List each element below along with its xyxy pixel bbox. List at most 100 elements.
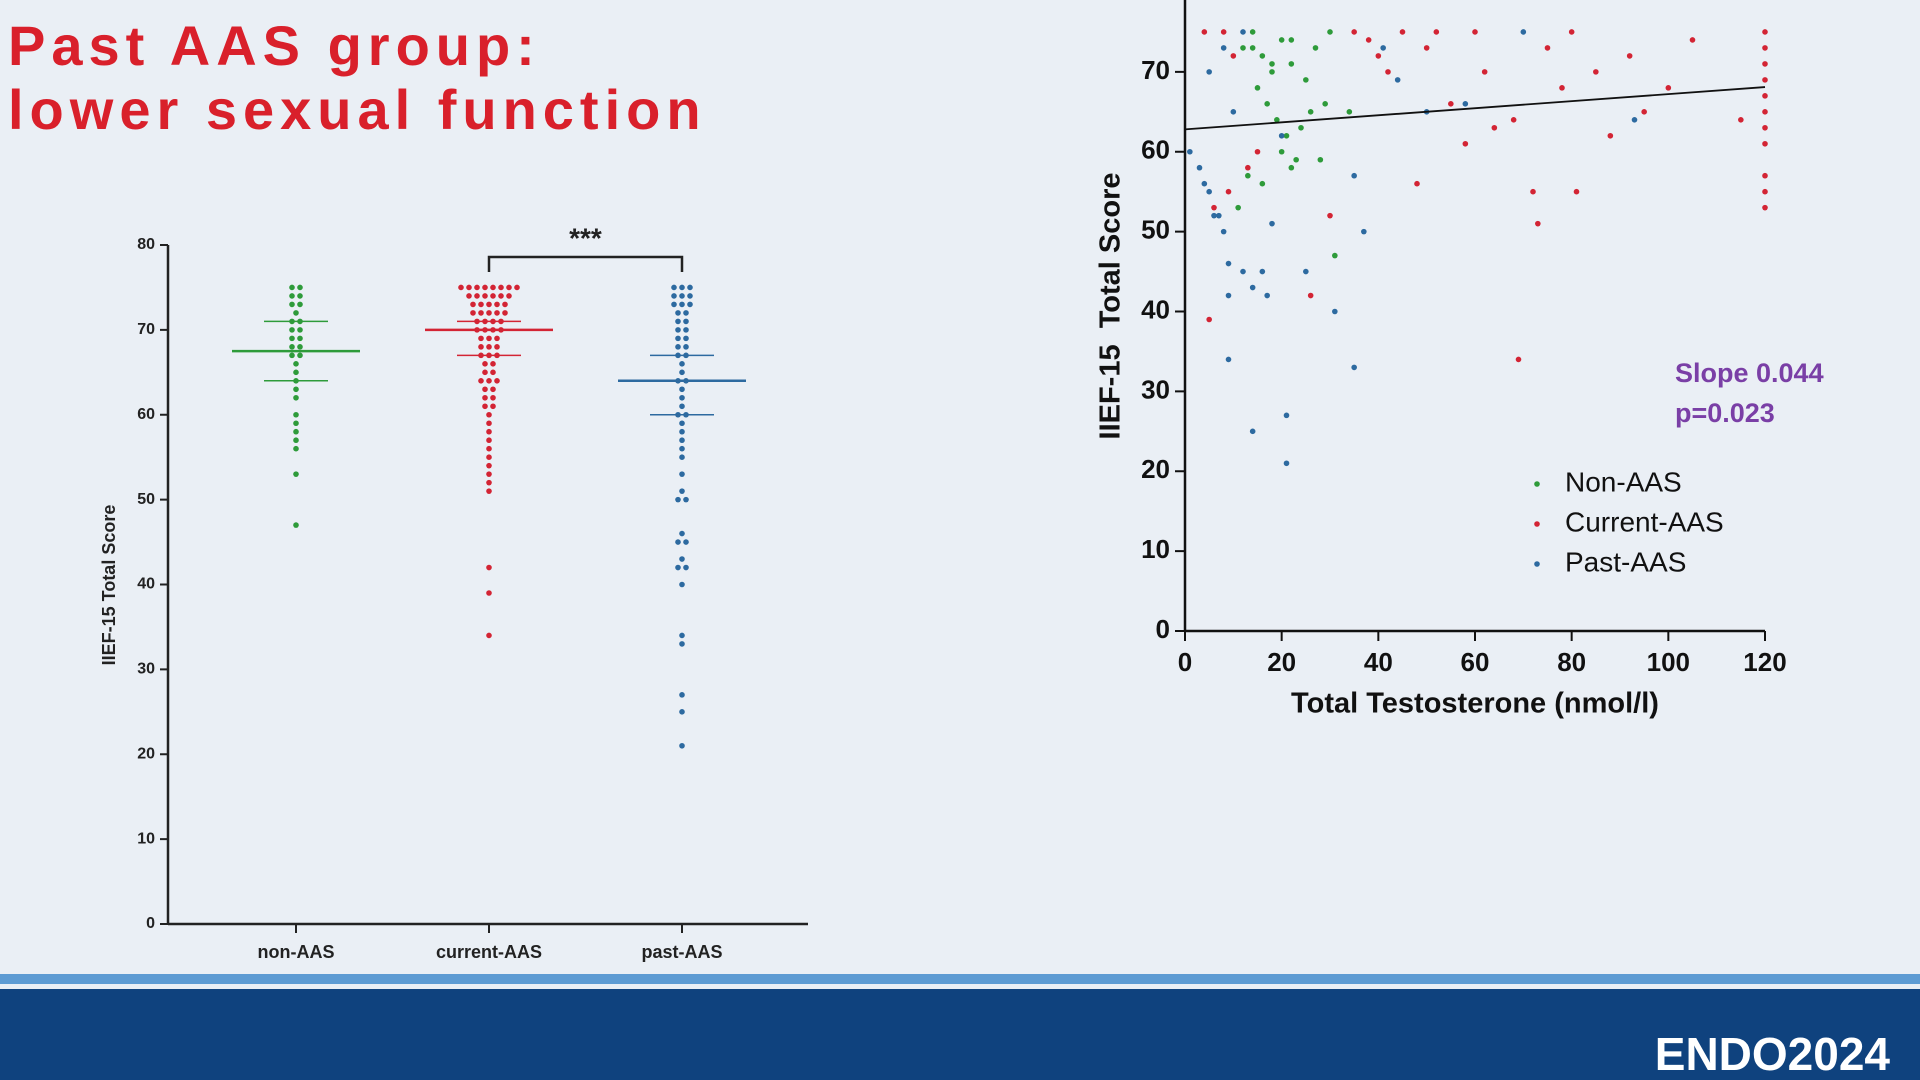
data-point bbox=[297, 293, 303, 299]
data-point bbox=[486, 344, 492, 350]
data-point bbox=[1510, 117, 1517, 123]
y-tick-label: 40 bbox=[1141, 294, 1170, 324]
data-point bbox=[1240, 268, 1246, 275]
x-tick-label: 20 bbox=[1267, 647, 1296, 677]
data-point bbox=[1201, 180, 1208, 187]
data-point bbox=[1283, 460, 1290, 467]
data-point bbox=[486, 420, 492, 427]
data-point bbox=[683, 344, 689, 350]
data-point bbox=[486, 445, 492, 452]
data-point bbox=[1641, 109, 1647, 115]
data-point bbox=[1423, 45, 1430, 51]
data-point bbox=[1307, 292, 1314, 299]
data-point bbox=[482, 284, 488, 291]
data-point bbox=[1322, 101, 1328, 107]
data-point bbox=[293, 437, 299, 444]
data-point bbox=[1288, 37, 1295, 43]
data-point bbox=[1351, 364, 1357, 371]
y-tick-label: 0 bbox=[146, 915, 155, 932]
data-point bbox=[482, 293, 488, 299]
y-tick-label: 30 bbox=[1141, 374, 1170, 404]
data-point bbox=[289, 352, 295, 359]
data-point bbox=[1544, 45, 1551, 51]
data-point bbox=[679, 742, 685, 749]
data-point bbox=[293, 471, 299, 477]
data-point bbox=[486, 437, 492, 444]
y-tick-label: 80 bbox=[137, 236, 155, 253]
data-point bbox=[486, 488, 492, 494]
y-tick-label: 10 bbox=[1141, 534, 1170, 564]
data-point bbox=[293, 411, 299, 418]
x-tick-label: 100 bbox=[1647, 647, 1690, 677]
data-point bbox=[478, 301, 484, 308]
data-point bbox=[490, 369, 496, 376]
data-point bbox=[675, 335, 681, 342]
slide-title: lower sexual function bbox=[8, 78, 707, 141]
data-point bbox=[1689, 37, 1696, 43]
data-point bbox=[675, 318, 681, 325]
data-point bbox=[494, 335, 500, 342]
data-point bbox=[478, 378, 484, 384]
data-point bbox=[679, 437, 685, 444]
data-point bbox=[679, 632, 685, 639]
data-point bbox=[293, 394, 299, 401]
data-point bbox=[1762, 188, 1768, 195]
data-point bbox=[1593, 69, 1599, 75]
data-point bbox=[1762, 204, 1768, 211]
data-point bbox=[683, 496, 689, 503]
data-point bbox=[1264, 292, 1270, 299]
data-point bbox=[679, 284, 685, 291]
significance-bracket bbox=[487, 255, 684, 272]
data-point bbox=[1399, 29, 1406, 35]
y-tick-label: 30 bbox=[137, 661, 155, 678]
data-point bbox=[1520, 29, 1527, 35]
data-point bbox=[474, 293, 480, 299]
y-tick-label: 80 bbox=[1141, 0, 1170, 5]
data-point bbox=[1278, 132, 1285, 139]
data-point bbox=[293, 420, 299, 427]
data-point bbox=[297, 352, 303, 359]
data-point bbox=[486, 564, 492, 571]
data-point bbox=[1249, 45, 1256, 51]
data-point bbox=[490, 386, 496, 393]
data-point bbox=[494, 310, 500, 316]
data-point bbox=[679, 709, 685, 715]
data-point bbox=[1206, 316, 1212, 323]
data-point bbox=[297, 284, 303, 291]
data-point bbox=[1762, 140, 1768, 147]
x-axis-label: Total Testosterone (nmol/l) bbox=[1291, 688, 1659, 720]
data-point bbox=[486, 428, 492, 435]
data-point bbox=[1235, 204, 1241, 211]
y-tick-label: 10 bbox=[137, 830, 155, 847]
data-point bbox=[687, 284, 693, 291]
data-point bbox=[482, 361, 488, 367]
data-point bbox=[486, 479, 492, 486]
data-point bbox=[1462, 101, 1469, 107]
footer-stripe bbox=[0, 974, 1920, 984]
data-point bbox=[1245, 164, 1251, 171]
data-point bbox=[1206, 188, 1212, 195]
y-axis-label: IIEF-15 Total Score bbox=[1095, 173, 1127, 440]
data-point bbox=[1346, 109, 1353, 115]
data-point bbox=[679, 361, 685, 367]
data-point bbox=[1361, 228, 1367, 235]
data-point bbox=[683, 564, 689, 571]
x-tick-label: non-AAS bbox=[258, 942, 335, 962]
data-point bbox=[1187, 148, 1193, 155]
data-point bbox=[494, 301, 500, 308]
data-point bbox=[293, 361, 299, 367]
data-point bbox=[474, 284, 480, 291]
data-point bbox=[293, 386, 299, 393]
data-point bbox=[1762, 77, 1768, 83]
y-tick-label: 60 bbox=[137, 406, 155, 423]
legend-marker bbox=[1534, 521, 1540, 527]
data-point bbox=[679, 301, 685, 308]
data-point bbox=[683, 335, 689, 342]
data-point bbox=[1283, 412, 1290, 419]
x-tick-label: 80 bbox=[1557, 647, 1586, 677]
annotation: p=0.023 bbox=[1675, 398, 1775, 428]
data-point bbox=[671, 293, 677, 299]
data-point bbox=[486, 301, 492, 308]
data-point bbox=[1303, 268, 1309, 275]
